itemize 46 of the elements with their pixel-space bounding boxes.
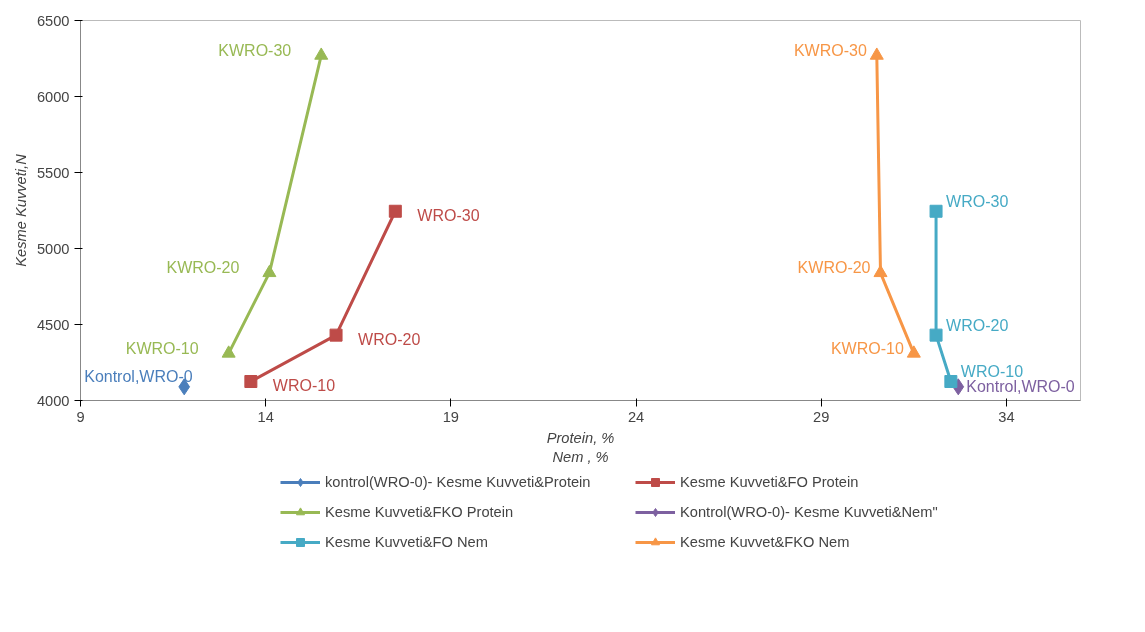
data-label: WRO-20 (358, 330, 421, 348)
legend-label: Kesme Kuvvet&FKO Nem (680, 534, 851, 550)
point (869, 47, 884, 60)
legend-label: Kontrol(WRO-0)- Kesme Kuvveti&Nem" (680, 504, 939, 520)
x-axis-title: Protein, % Nem , % (546, 429, 615, 465)
data-label: KWRO-10 (830, 339, 904, 357)
point (388, 204, 402, 218)
y-tick-label: 4000 (36, 392, 70, 409)
point (873, 264, 888, 278)
y-tick-label: 6000 (36, 88, 70, 105)
data-label: KWRO-30 (793, 41, 867, 59)
data-label: KWRO-30 (218, 41, 292, 59)
data-label: WRO-20 (946, 316, 1009, 334)
data-label: KWRO-10 (125, 339, 199, 357)
y-axis-title: Kesme Kuvveti,N (12, 153, 29, 267)
data-label: WRO-30 (946, 192, 1009, 210)
x-tick-label: 29 (813, 408, 830, 425)
x-tick-label: 34 (998, 408, 1015, 425)
x-tick-label: 19 (442, 408, 460, 425)
point (262, 264, 277, 278)
point (221, 345, 236, 358)
legend-label: Kesme Kuvveti&FO Protein (680, 474, 860, 490)
data-label: KWRO-20 (166, 259, 240, 277)
point (314, 47, 329, 60)
point (329, 328, 343, 342)
data-label: WRO-30 (417, 206, 480, 224)
y-tick-label: 5500 (36, 164, 70, 181)
x-tick-label: 14 (257, 408, 274, 425)
legend-label: Kesme Kuvveti&FKO Protein (325, 504, 515, 520)
data-label: WRO-10 (960, 363, 1024, 380)
legend-label: Kesme Kuvveti&FO Nem (325, 534, 489, 550)
y-tick-label: 6500 (36, 12, 70, 29)
x-tick-label: 9 (76, 408, 85, 425)
point (944, 375, 958, 388)
point (244, 375, 258, 388)
point (906, 345, 921, 358)
y-tick-label: 5000 (36, 240, 70, 257)
legend-label: kontrol(WRO-0)- Kesme Kuvveti&Protein (325, 474, 592, 490)
data-label: Kontrol,WRO-0 (966, 378, 1075, 396)
x-tick-label: 24 (627, 408, 645, 425)
data-label: Kontrol,WRO-0 (84, 368, 193, 386)
point (929, 328, 943, 342)
y-tick-label: 4500 (36, 316, 70, 333)
point (929, 204, 943, 218)
data-label: KWRO-20 (797, 259, 871, 277)
data-label: WRO-10 (272, 377, 336, 394)
